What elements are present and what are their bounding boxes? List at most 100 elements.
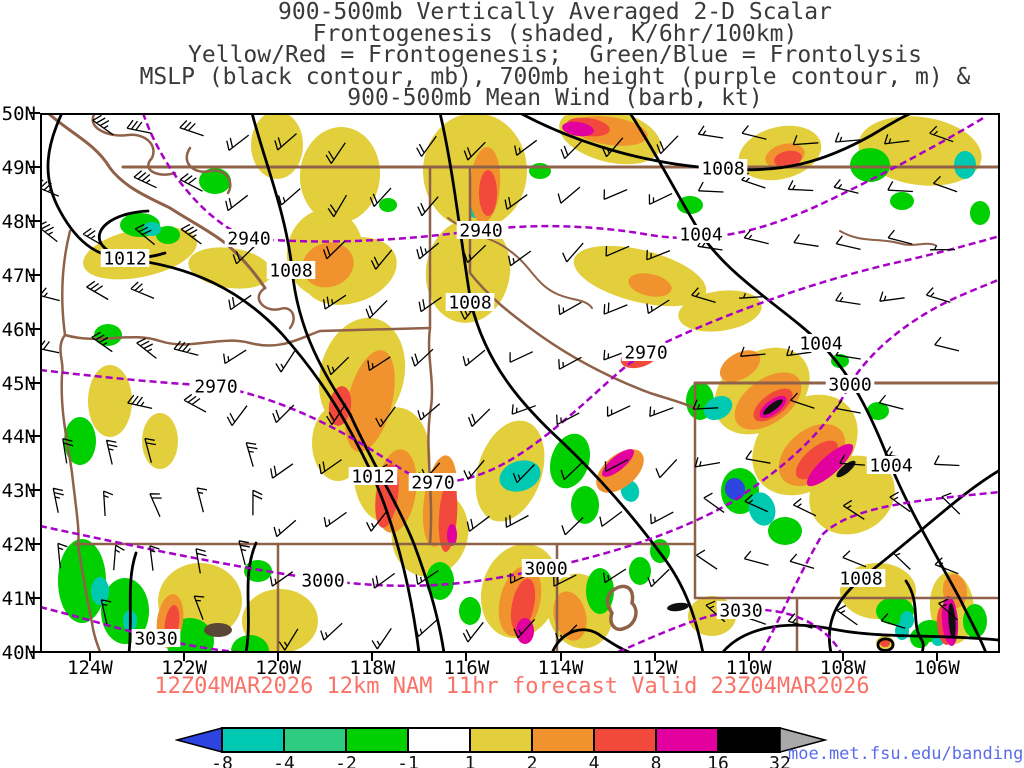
title-line-4: MSLP (black contour, mb), 700mb height (… <box>139 63 971 90</box>
map-frame <box>40 113 1000 653</box>
lon-tick <box>653 653 656 661</box>
contour-label-box <box>224 229 274 247</box>
contour-label-mslp: 1008 <box>701 159 744 180</box>
colorbar-segment <box>469 727 533 753</box>
colorbar-tick-label: 32 <box>769 753 791 768</box>
contour-label-height: 2940 <box>459 221 502 242</box>
contour-labels: 1012 2940 1008 2940 1008 1008 1004 2970 2970 1004… <box>100 159 916 650</box>
contour-label-box <box>698 159 748 177</box>
colorbar-tick-label: 8 <box>650 753 662 768</box>
contour-label-box <box>191 377 241 395</box>
lat-tick <box>29 651 40 653</box>
shading-black <box>667 399 956 639</box>
lon-label: 118W <box>349 657 396 679</box>
chart-title: 900-500mb Vertically Averaged 2-D Scalar… <box>90 0 1020 110</box>
lat-label: 44N <box>1 426 36 449</box>
lon-label: 112W <box>631 657 678 679</box>
colorbar-segment <box>407 727 471 753</box>
title-line-1: 900-500mb Vertically Averaged 2-D Scalar <box>278 0 832 25</box>
lat-tick <box>29 489 40 492</box>
wind-barb-strokes <box>34 114 961 651</box>
contour-label-height: 3000 <box>301 571 344 592</box>
title-line-2: Frontogenesis (shaded, K/6hr/100km) <box>312 20 798 47</box>
contour-label-height: 3030 <box>719 601 762 622</box>
forecast-valid-text: 12Z04MAR2026 12km NAM 11hr forecast Vali… <box>154 674 870 699</box>
contour-label-box <box>298 571 348 589</box>
colorbar-tick-label: -4 <box>273 753 295 768</box>
lon-label: 122W <box>161 657 207 679</box>
lat-label: 42N <box>1 534 36 557</box>
contour-label-height: 2970 <box>411 473 454 494</box>
contour-label-box <box>621 343 671 361</box>
contour-label-mslp: 1012 <box>103 249 146 270</box>
colorbar-segment <box>717 727 781 753</box>
lon-label: 120W <box>255 657 302 679</box>
lat-tick <box>29 273 40 276</box>
lat-label: 40N <box>1 642 36 664</box>
colorbar-tick-label: 2 <box>526 753 538 768</box>
lat-tick <box>29 435 40 438</box>
colorbar-segment <box>531 727 595 753</box>
contour-label-height: 3030 <box>134 629 177 650</box>
contour-label-mslp: 1004 <box>799 334 842 355</box>
lat-label: 46N <box>1 318 36 341</box>
contour-label-box <box>716 601 766 619</box>
lat-label: 43N <box>1 480 36 503</box>
contour-label-box <box>456 221 506 239</box>
colorbar-tick-label: -1 <box>397 753 419 768</box>
lat-label: 49N <box>1 156 36 179</box>
contour-label-box <box>266 261 316 279</box>
lon-label: 106W <box>914 657 960 679</box>
lat-label: 47N <box>1 264 36 287</box>
lon-tick <box>277 653 280 661</box>
lon-label: 110W <box>725 657 772 679</box>
lon-label: 114W <box>537 657 584 679</box>
contour-label-height: 2970 <box>624 343 667 364</box>
contour-label-box <box>445 293 495 311</box>
lon-tick <box>747 653 750 661</box>
contour-label-mslp: 1008 <box>839 569 882 590</box>
wind-barbs <box>34 114 961 651</box>
lon-label: 124W <box>67 657 113 679</box>
weather-map: 1012 2940 1008 2940 1008 1008 1004 2970 2970 1004… <box>34 107 1002 667</box>
contour-label-box <box>100 249 150 267</box>
colorbar-segment <box>221 727 285 753</box>
contour-label-mslp: 1008 <box>269 261 312 282</box>
contour-label-mslp: 1012 <box>351 467 394 488</box>
contour-label-box <box>131 629 181 647</box>
colorbar-left-arrow <box>175 727 223 753</box>
contour-label-box <box>796 334 846 352</box>
lat-tick <box>29 219 40 222</box>
contour-label-box <box>348 467 398 485</box>
contour-label-mslp: 1008 <box>448 293 491 314</box>
colorbar-tick-label: 4 <box>588 753 600 768</box>
shading-blue <box>724 478 746 500</box>
contour-label-box <box>866 456 916 474</box>
colorbar-segment <box>283 727 347 753</box>
colorbar-tick-label: 1 <box>464 753 476 768</box>
site-link[interactable]: moe.met.fsu.edu/banding <box>788 744 1024 764</box>
contour-label-height: 2970 <box>194 377 237 398</box>
lat-tick <box>29 327 40 330</box>
map-canvas: 1012 2940 1008 2940 1008 1008 1004 2970 2970 1004… <box>34 107 1002 667</box>
lon-tick <box>465 653 468 661</box>
lon-tick <box>841 653 844 661</box>
contour-label-box <box>521 559 571 577</box>
lon-tick <box>89 653 91 661</box>
contour-label-box <box>408 473 458 491</box>
lon-tick <box>371 653 374 661</box>
lat-tick <box>29 112 40 114</box>
colorbar-segment <box>345 727 409 753</box>
colorbar <box>175 727 828 753</box>
colorbar-segment <box>655 727 719 753</box>
contour-label-height: 2940 <box>227 229 270 250</box>
contour-label-height: 3000 <box>524 559 567 580</box>
lat-label: 41N <box>1 588 36 611</box>
contour-label-box <box>836 569 886 587</box>
contour-label-height: 3000 <box>828 375 871 396</box>
lon-label: 116W <box>443 657 490 679</box>
lat-label: 50N <box>1 103 36 125</box>
contour-label-box <box>676 225 726 243</box>
contour-label-box <box>825 375 875 393</box>
